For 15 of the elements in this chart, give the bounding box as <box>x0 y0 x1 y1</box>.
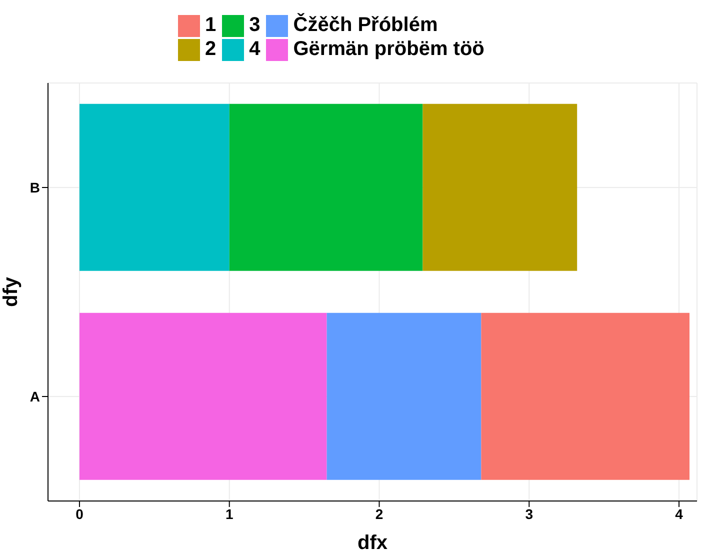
y-axis-title: dfy <box>0 276 22 307</box>
x-tick-label: 3 <box>525 506 534 522</box>
legend-label: 4 <box>249 38 260 61</box>
x-tick-label: 4 <box>675 506 684 522</box>
legend-label: Gërmän pröbëm töö <box>293 38 484 61</box>
legend-label: 2 <box>205 38 216 61</box>
legend-label: 3 <box>249 14 260 37</box>
x-axis-title: dfx <box>358 532 388 551</box>
legend-label: Čžěčh Přóblém <box>293 14 438 37</box>
x-tick-label: 0 <box>76 506 84 522</box>
legend-label: 1 <box>205 14 216 37</box>
x-tick-label: 2 <box>375 506 384 522</box>
y-tick-label: B <box>30 179 40 196</box>
y-tick-label: A <box>30 388 40 404</box>
x-tick-label: 1 <box>225 506 234 522</box>
